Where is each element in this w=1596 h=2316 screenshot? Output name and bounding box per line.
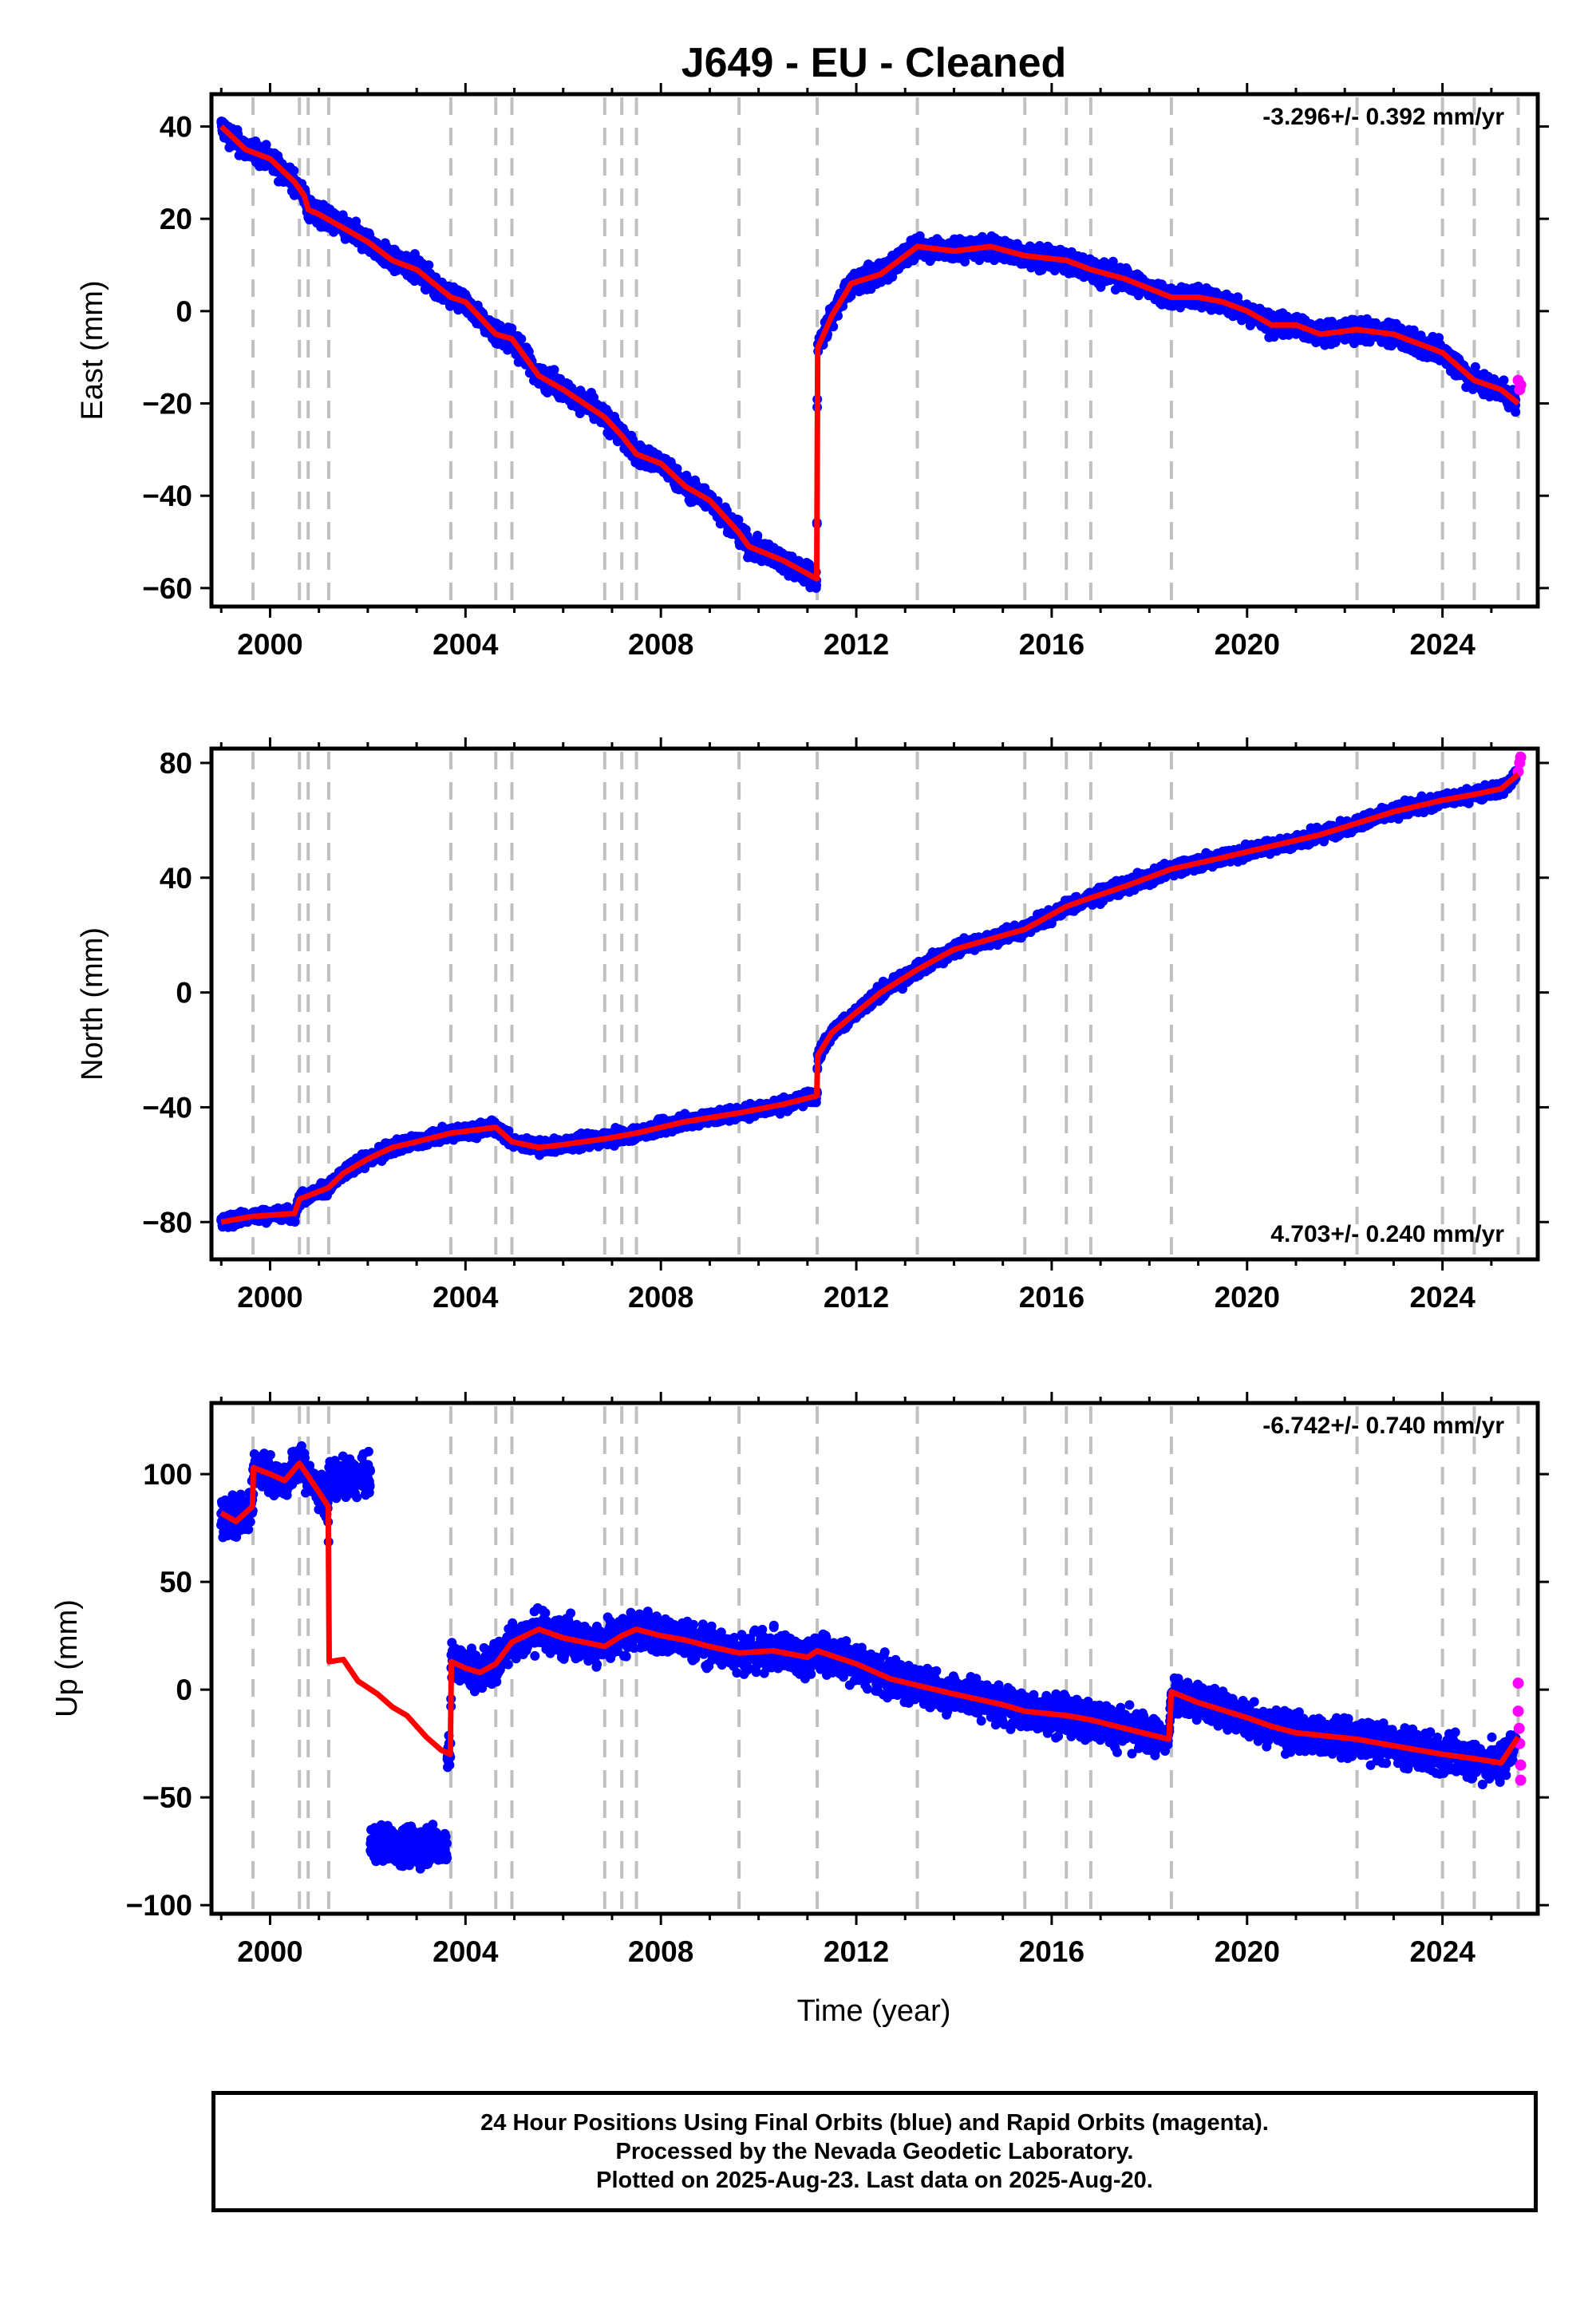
final-orbit-points: [216, 117, 1527, 593]
y-tick-label: −20: [142, 388, 192, 421]
final-orbit-points: [216, 751, 1527, 1232]
rapid-orbit-point: [1515, 751, 1527, 763]
y-tick-label: 40: [160, 862, 192, 895]
y-tick-label: 50: [160, 1566, 192, 1599]
north-panel: 2000 2004 2008 2012 2016 2020 2024 −80 −40 0 40 80 N…: [76, 737, 1549, 1314]
y-tick-label: 80: [160, 747, 192, 780]
x-tick-label: 2024: [1409, 1935, 1476, 1968]
x-tick-label: 2012: [824, 1281, 889, 1314]
x-tick-label: 2008: [628, 1935, 693, 1968]
x-tick-label: 2016: [1019, 628, 1084, 661]
plot-frame: [209, 1401, 1540, 1916]
y-tick-label: −80: [142, 1206, 192, 1239]
x-tick-label: 2016: [1019, 1281, 1084, 1314]
x-tick-label: 2016: [1019, 1935, 1084, 1968]
footer-line-2: Processed by the Nevada Geodetic Laborat…: [615, 2139, 1134, 2164]
y-axis-label: East (mm): [76, 280, 109, 420]
x-tick-label: 2012: [824, 1935, 889, 1968]
x-tick-label: 2008: [628, 1281, 693, 1314]
model-fit-line: [219, 1460, 1521, 1766]
footer-info-box: 24 Hour Positions Using Final Orbits (bl…: [211, 2091, 1538, 2212]
rapid-orbit-point: [1513, 1722, 1525, 1734]
y-tick-label: −100: [126, 1889, 192, 1922]
y-tick-label: −60: [142, 572, 192, 605]
x-tick-label: 2008: [628, 628, 693, 661]
east-panel: 2000 2004 2008 2012 2016 2020 2024 −60 −40 −20 0 20…: [76, 83, 1549, 661]
x-tick-label: 2020: [1215, 1935, 1280, 1968]
final-orbit-dots: [216, 1441, 1521, 1874]
rapid-orbit-point: [1515, 1774, 1527, 1786]
x-tick-label: 2020: [1215, 1281, 1280, 1314]
x-axis-label: Time (year): [797, 1994, 951, 2028]
y-tick-label: 40: [160, 110, 192, 143]
y-tick-label: −50: [142, 1781, 192, 1814]
x-tick-label: 2024: [1409, 1281, 1476, 1314]
y-tick-label: −40: [142, 1091, 192, 1124]
rate-label: 4.703+/- 0.240 mm/yr: [1270, 1221, 1504, 1247]
rate-label: -3.296+/- 0.392 mm/yr: [1262, 104, 1504, 130]
y-axis-label: Up (mm): [50, 1599, 84, 1717]
rapid-orbit-point: [1515, 1759, 1527, 1771]
model-fit-line: [220, 772, 1520, 1225]
y-tick-label: 0: [176, 295, 192, 328]
x-tick-label: 2000: [237, 1281, 302, 1314]
footer-line-3: Plotted on 2025-Aug-23. Last data on 202…: [596, 2168, 1153, 2193]
x-tick-label: 2000: [237, 628, 302, 661]
rate-label: -6.742+/- 0.740 mm/yr: [1262, 1413, 1504, 1439]
y-tick-label: 0: [176, 1674, 192, 1706]
x-tick-label: 2004: [433, 628, 499, 661]
y-tick-label: 0: [176, 977, 192, 1010]
x-tick-label: 2000: [237, 1935, 302, 1968]
model-fit-line: [219, 124, 1520, 582]
y-axis-label: North (mm): [76, 927, 109, 1081]
plot-frame: [209, 92, 1540, 609]
final-orbit-points: [216, 1441, 1527, 1874]
final-orbit-dots: [216, 117, 1521, 593]
rapid-orbit-point: [1512, 1678, 1524, 1690]
footer-line-1: 24 Hour Positions Using Final Orbits (bl…: [480, 2110, 1269, 2136]
y-tick-label: 100: [143, 1458, 192, 1491]
rapid-orbit-point: [1515, 379, 1527, 391]
x-tick-label: 2024: [1409, 628, 1476, 661]
x-tick-label: 2012: [824, 628, 889, 661]
rapid-orbit-point: [1512, 1705, 1524, 1717]
plot-frame: [209, 746, 1540, 1262]
x-tick-label: 2004: [433, 1935, 499, 1968]
x-tick-label: 2004: [433, 1281, 499, 1314]
x-tick-label: 2020: [1215, 628, 1280, 661]
y-tick-label: 20: [160, 203, 192, 235]
y-tick-label: −40: [142, 480, 192, 512]
up-panel: 2000 2004 2008 2012 2016 2020 2024 −100 −50 0 50 10…: [50, 1392, 1549, 1968]
chart-title: J649 - EU - Cleaned: [681, 40, 1067, 86]
